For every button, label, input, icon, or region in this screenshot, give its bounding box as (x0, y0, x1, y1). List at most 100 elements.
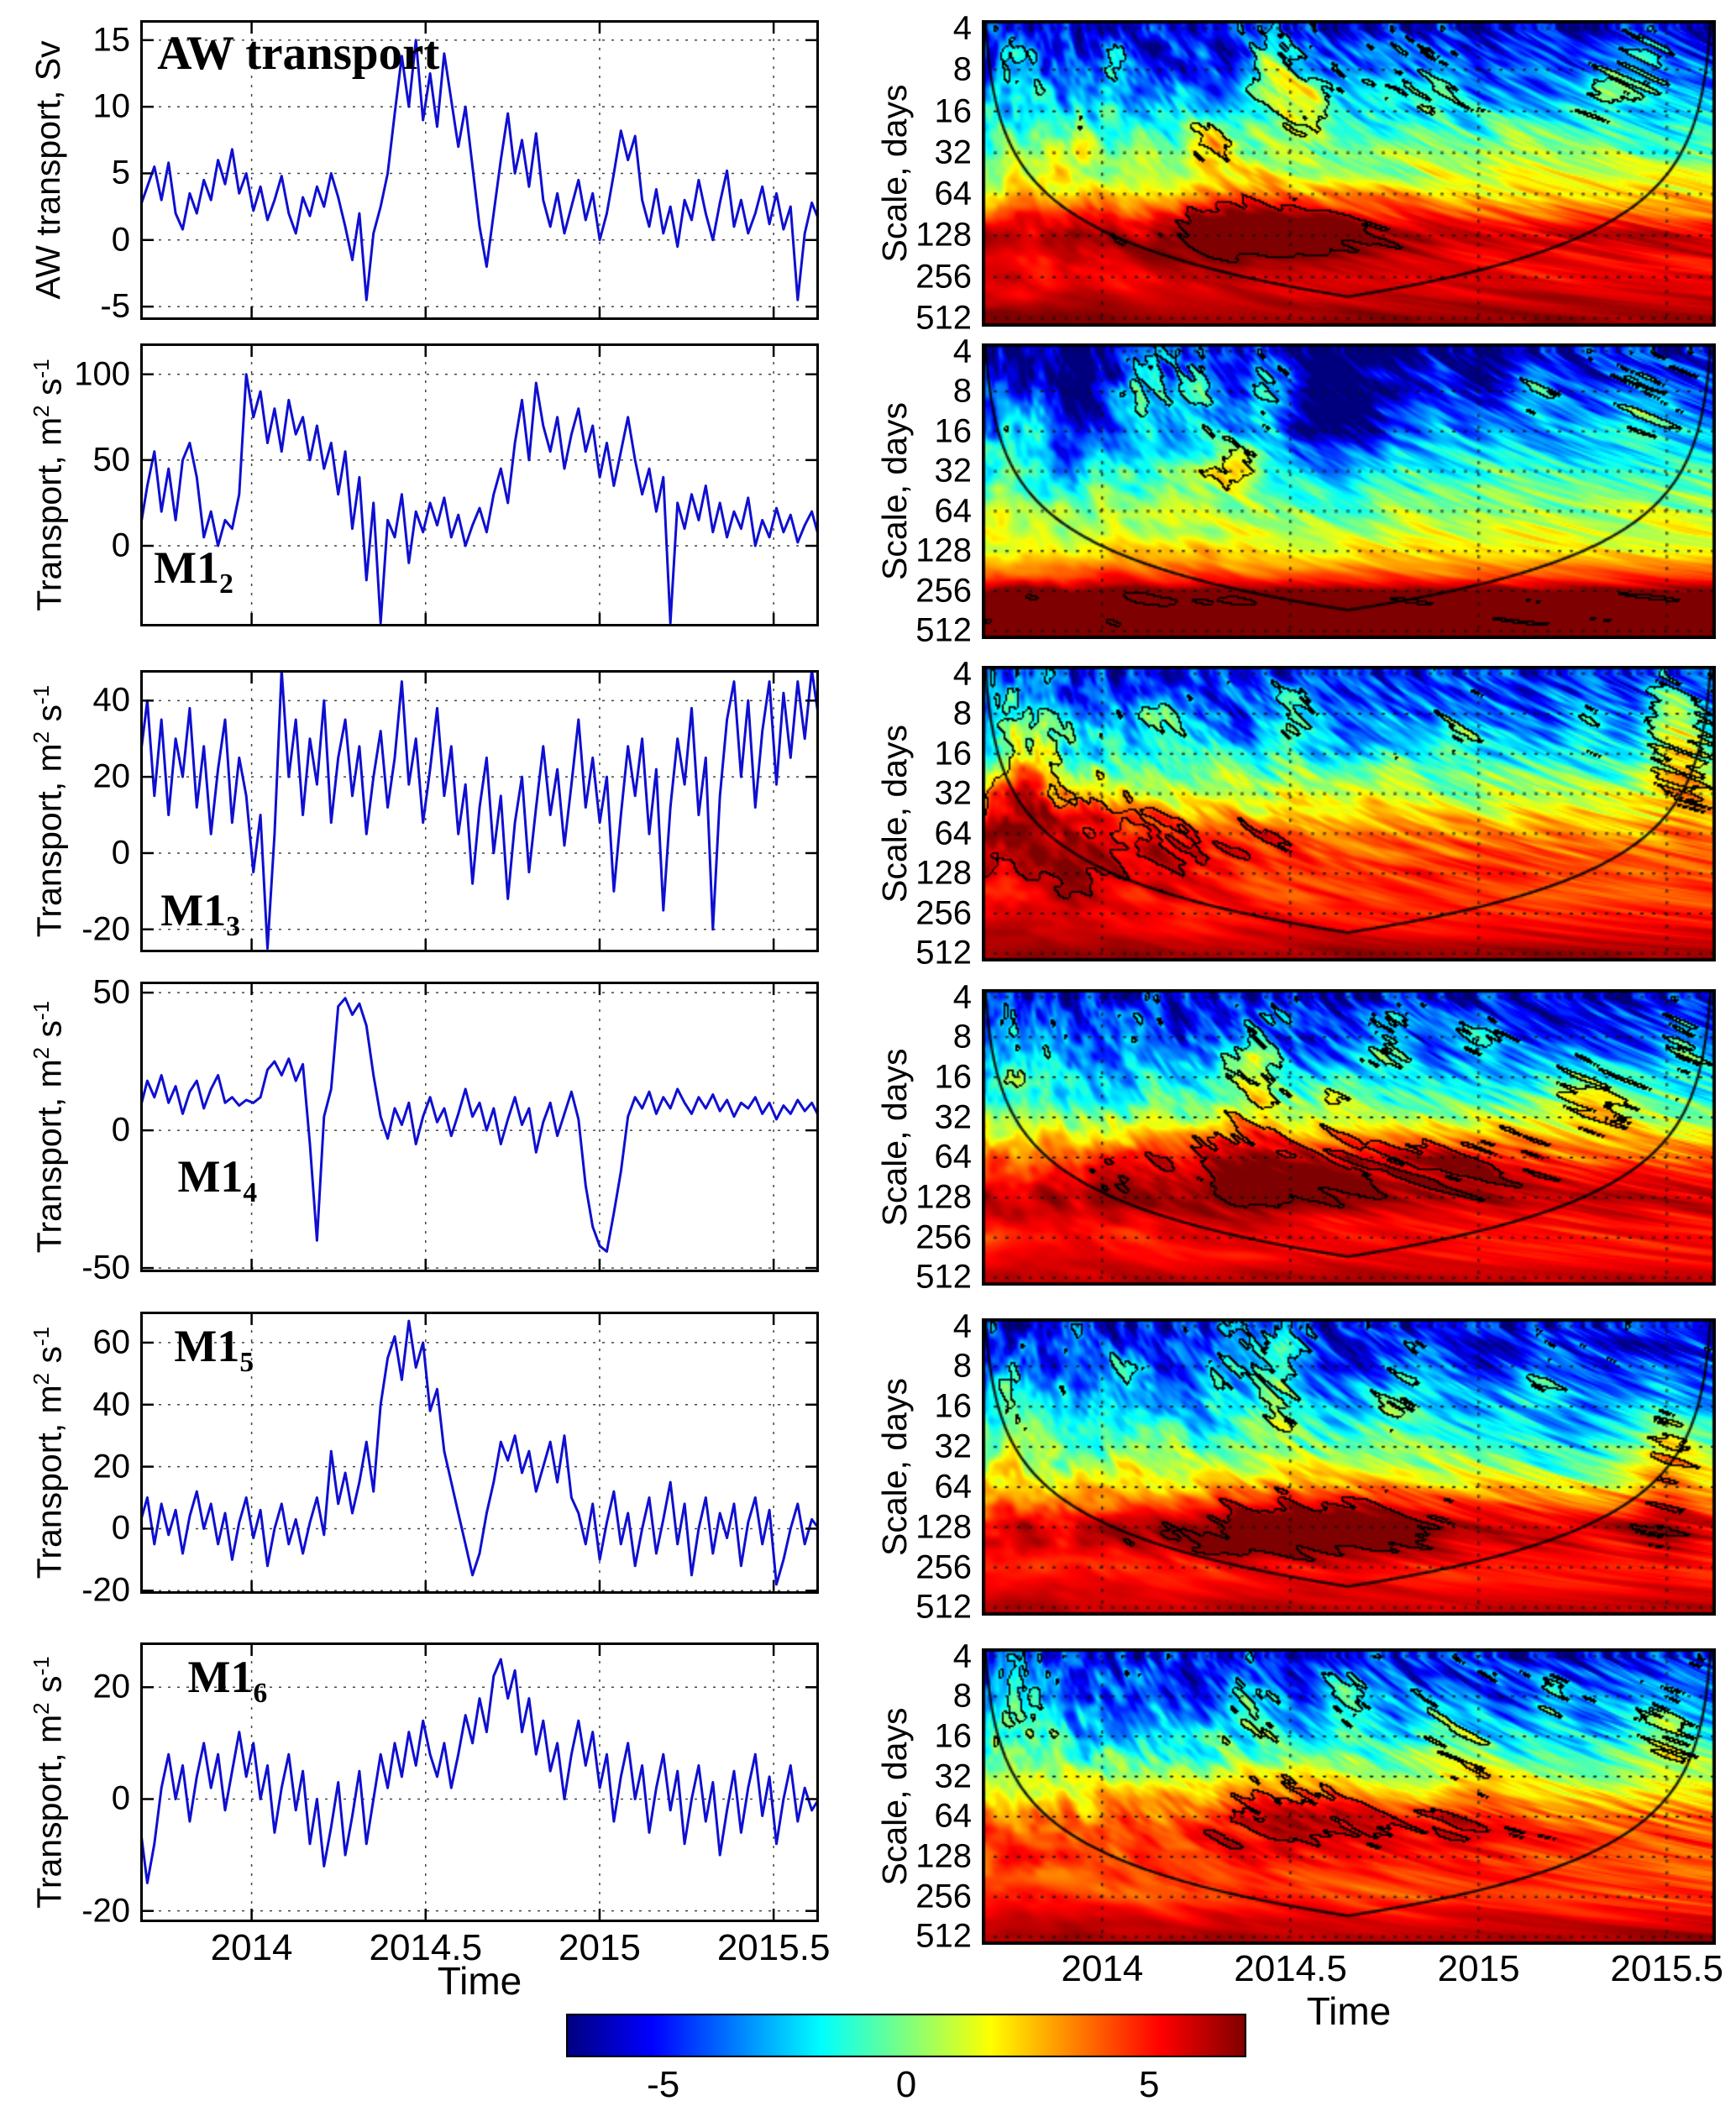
scale-tick-label: 16 (934, 92, 973, 129)
ytick-label: -20 (81, 1571, 130, 1609)
scale-tick-label: 8 (952, 1347, 972, 1385)
xtick-label-left: 2014.5 (369, 1927, 483, 1968)
timeseries-plot-m13 (140, 670, 819, 952)
series-label-m15: M15 (174, 1320, 254, 1379)
scale-tick-label: 16 (934, 735, 973, 773)
scale-tick-label: 64 (934, 175, 973, 212)
scale-tick-label: 256 (915, 572, 972, 610)
xaxis-title-right: Time (1306, 1989, 1392, 2033)
yaxis-label-part: -1 (29, 1656, 54, 1676)
xtick-label-right: 2015.5 (1610, 1948, 1724, 1989)
yaxis-label-part: 2 (29, 731, 54, 744)
colorbar-tick-label: 0 (895, 2064, 917, 2105)
series-label-text: AW transport (157, 27, 440, 81)
wavelet-heatmap-w3 (982, 666, 1716, 961)
xtick-label-right: 2015 (1437, 1948, 1520, 1989)
scale-tick-label: 256 (915, 1218, 972, 1256)
yaxis-label-part: -1 (29, 359, 54, 379)
scale-tick-label: 4 (952, 978, 972, 1016)
series-label-m14: M14 (177, 1150, 257, 1209)
yaxis-label-part: 2 (29, 1702, 54, 1715)
ytick-label: -50 (81, 1249, 130, 1286)
scale-tick-label: 512 (915, 1258, 972, 1296)
scale-axis-label-w5: Scale, days (875, 1378, 914, 1556)
yaxis-label-part: Transport, m (29, 416, 69, 611)
scale-tick-label: 32 (934, 134, 973, 171)
timeseries-plot-m15 (140, 1312, 819, 1594)
scale-tick-label: 32 (934, 452, 973, 490)
yaxis-label-part: 2 (29, 405, 54, 417)
yaxis-label-m13: Transport, m2 s-1 (29, 670, 70, 952)
yaxis-label-part: Transport, m (29, 1385, 69, 1580)
ytick-label: 50 (92, 973, 131, 1011)
scale-tick-label: 4 (952, 333, 972, 369)
yaxis-label-part: Transport, m (29, 1059, 69, 1254)
scale-tick-label: 4 (952, 1637, 972, 1675)
timeseries-plot-m16 (140, 1642, 819, 1922)
ytick-label: 0 (111, 1111, 130, 1149)
ytick-label: 0 (111, 526, 130, 564)
scale-axis-label-w1: Scale, days (875, 84, 914, 263)
scale-tick-label: 128 (915, 1508, 972, 1546)
timeseries-plot-aw (140, 20, 819, 320)
yaxis-label-part: s (29, 704, 69, 731)
ytick-label: 0 (111, 834, 130, 872)
series-label-subscript: 5 (239, 1346, 254, 1378)
yaxis-label-part: -1 (29, 1000, 54, 1020)
series-label-m12: M12 (154, 542, 233, 600)
ytick-label: 0 (111, 221, 130, 259)
scale-tick-label: 16 (934, 1387, 973, 1425)
scale-tick-label: 32 (934, 774, 973, 812)
series-label-text: M1 (160, 885, 227, 936)
scale-tick-label: 32 (934, 1428, 973, 1465)
scale-axis-label-w4: Scale, days (875, 1048, 914, 1227)
scale-axis-label-w3: Scale, days (875, 725, 914, 903)
xtick-label-right: 2014.5 (1234, 1948, 1347, 1989)
scale-tick-label: 8 (952, 372, 972, 410)
yaxis-label-part: s (29, 1345, 69, 1373)
scale-tick-label: 128 (915, 1837, 972, 1875)
ytick-label: -20 (81, 910, 130, 948)
series-label-text: M1 (174, 1321, 240, 1372)
series-label-text: M1 (177, 1150, 244, 1202)
scale-tick-label: 256 (915, 894, 972, 932)
scale-axis-label-w6: Scale, days (875, 1707, 914, 1886)
ytick-label: 20 (92, 1448, 131, 1485)
ytick-label: 20 (92, 1668, 131, 1705)
colorbar-tick-label: -5 (647, 2064, 680, 2105)
ytick-label: 40 (92, 681, 131, 719)
scale-tick-label: 32 (934, 1098, 973, 1136)
yaxis-label-part: 2 (29, 1372, 54, 1386)
scale-tick-label: 4 (952, 1307, 972, 1345)
xtick-label-left: 2015.5 (716, 1927, 831, 1968)
scale-tick-label: 64 (934, 1797, 973, 1835)
yaxis-label-part: -1 (29, 1326, 54, 1346)
scale-tick-label: 8 (952, 1677, 972, 1715)
ytick-label: 0 (111, 1779, 130, 1817)
series-label-m16: M16 (188, 1651, 268, 1710)
scale-tick-label: 64 (934, 1138, 973, 1176)
series-label-subscript: 2 (219, 568, 233, 600)
series-label-subscript: 6 (253, 1677, 268, 1709)
scale-tick-label: 64 (934, 815, 973, 852)
colorbar (566, 2014, 1246, 2057)
ytick-label: 20 (92, 757, 131, 795)
xtick-label-right: 2014 (1061, 1948, 1144, 1989)
yaxis-label-m16: Transport, m2 s-1 (29, 1642, 70, 1922)
xtick-label-left: 2014 (210, 1927, 293, 1968)
ytick-label: 60 (92, 1323, 131, 1361)
scale-tick-label: 8 (952, 1018, 972, 1056)
scale-tick-label: 128 (915, 1178, 972, 1216)
wavelet-heatmap-w4 (982, 989, 1716, 1286)
xtick-label-left: 2015 (559, 1927, 641, 1968)
yaxis-label-part: Transport, m (29, 1714, 69, 1909)
ytick-label: -20 (81, 1892, 130, 1930)
ytick-label: 100 (74, 355, 130, 393)
scale-tick-label: 512 (915, 299, 972, 337)
xaxis-title-left: Time (437, 1959, 522, 2003)
scale-tick-label: 512 (915, 1588, 972, 1626)
wavelet-heatmap-w5 (982, 1318, 1716, 1616)
series-label-aw: AW transport (157, 26, 439, 81)
yaxis-label-part: AW transport, Sv (29, 40, 67, 300)
